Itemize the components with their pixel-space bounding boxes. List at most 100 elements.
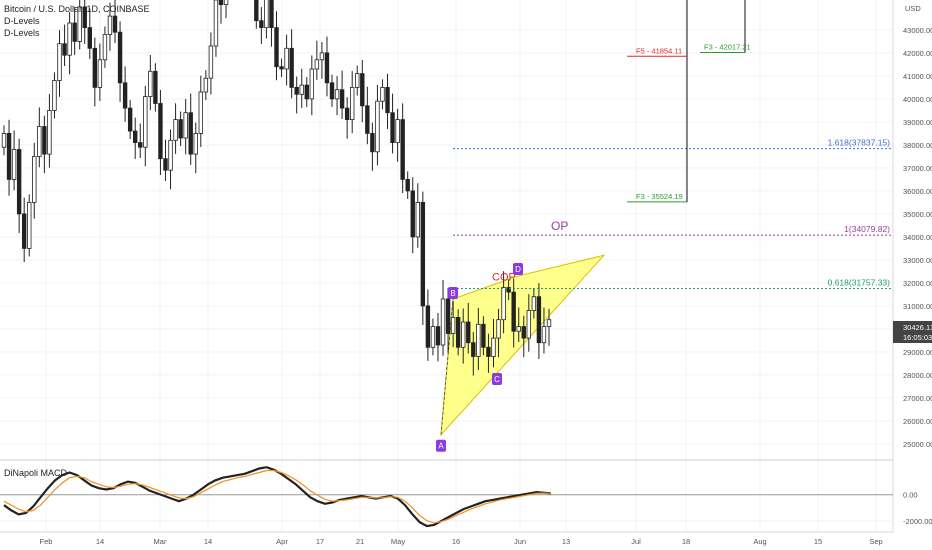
price-tick-label: 28000.00: [903, 371, 932, 380]
time-tick-label: 15: [814, 537, 822, 546]
candle: [67, 12, 72, 75]
price-tick-label: 39000.00: [903, 118, 932, 127]
candle-up: [203, 77, 209, 93]
candle: [183, 99, 188, 155]
candle: [390, 93, 395, 154]
candle-up: [1, 132, 7, 148]
candle-up: [309, 68, 315, 100]
level-label-fib_0618: 0.618(31757.33): [828, 277, 891, 287]
candle-up: [168, 139, 173, 171]
cop-label: COP: [492, 271, 516, 283]
candle-down: [259, 20, 264, 29]
candle-down: [481, 323, 486, 348]
candle: [486, 333, 491, 373]
candle: [526, 294, 532, 352]
candle-down: [158, 103, 163, 160]
candle: [168, 129, 173, 190]
candle-down: [385, 87, 390, 114]
candle-down: [82, 6, 87, 29]
marker-text: D: [515, 265, 521, 274]
candle-down: [279, 66, 284, 70]
candle-down: [420, 201, 426, 307]
candle: [395, 108, 400, 162]
candle: [138, 123, 143, 159]
candle-up: [319, 52, 325, 61]
candle: [440, 279, 446, 356]
candle-down: [72, 22, 77, 42]
candle-down: [122, 82, 128, 109]
candle-up: [37, 126, 42, 157]
candle-up: [32, 155, 37, 203]
candle: [309, 55, 315, 116]
candle-down: [138, 142, 143, 148]
candle: [344, 97, 350, 139]
candle: [405, 171, 410, 199]
candle: [516, 307, 521, 343]
price-tick-label: 41000.00: [903, 72, 932, 81]
candle-down: [329, 82, 335, 100]
candle: [208, 32, 214, 95]
candle-up: [183, 112, 188, 139]
candle-up: [476, 323, 481, 357]
time-tick-label: Feb: [40, 537, 53, 546]
price-tick-label: 27000.00: [903, 394, 932, 403]
candle: [102, 26, 108, 68]
candle: [461, 308, 466, 364]
candle-down: [365, 105, 370, 134]
candle-down: [16, 149, 22, 215]
candle-up: [334, 89, 340, 100]
currency-label: USD: [905, 4, 921, 13]
candle-down: [163, 158, 168, 171]
candle: [1, 125, 7, 156]
candle: [122, 66, 128, 122]
candle-up: [208, 45, 214, 79]
candle-down: [62, 43, 67, 56]
candle-down: [466, 321, 471, 344]
candle: [294, 76, 299, 114]
candle-down: [218, 0, 224, 5]
candle: [375, 84, 380, 166]
price-tick-label: 26000.00: [903, 417, 932, 426]
candle-down: [269, 0, 274, 28]
candle: [264, 0, 269, 39]
time-tick-label: Jul: [631, 537, 641, 546]
candle: [435, 313, 441, 362]
marker-text: C: [494, 375, 500, 384]
candle-down: [188, 112, 193, 155]
candle: [466, 302, 471, 354]
candle-up: [77, 6, 82, 42]
candle: [203, 70, 209, 101]
candle-down: [455, 316, 461, 348]
candle: [339, 70, 345, 119]
candle: [143, 85, 148, 167]
pattern-marker-b: B: [448, 287, 458, 299]
candle-down: [471, 342, 476, 357]
candle: [218, 0, 224, 24]
macd-line: [3, 466, 552, 528]
candle-up: [47, 110, 52, 155]
candle-up: [223, 0, 229, 5]
time-tick-label: Jun: [514, 537, 526, 546]
target-label-f3: F3 - 35524.19: [636, 192, 683, 201]
candle: [112, 0, 118, 44]
price-tick-label: 29000.00: [903, 348, 932, 357]
candle-down: [92, 47, 98, 88]
marker-box: [492, 373, 502, 385]
candle: [304, 77, 309, 107]
target-levels: F5 - 41854.11 F3 - 42017.21 F3 - 35524.19: [627, 0, 751, 203]
time-axis-ticks[interactable]: Feb 14 Mar 14 Apr 17 21 May 16 Jun 13 Jul 18 Aug 15 Sep: [40, 537, 883, 546]
price-tick-label: 34000.00: [903, 233, 932, 242]
candle-up: [57, 43, 62, 81]
candle: [476, 307, 481, 371]
candle: [445, 288, 451, 353]
candle: [21, 197, 27, 262]
price-tick-label: 40000.00: [903, 95, 932, 104]
candle: [400, 103, 405, 193]
candle-down: [324, 52, 330, 84]
candle: [97, 43, 103, 101]
time-tick-label: 14: [96, 537, 104, 546]
signal-line: [3, 469, 552, 524]
candle: [329, 74, 335, 107]
price-axis-ticks[interactable]: 25000.00 26000.00 27000.00 28000.00 29000.00…: [903, 26, 932, 449]
